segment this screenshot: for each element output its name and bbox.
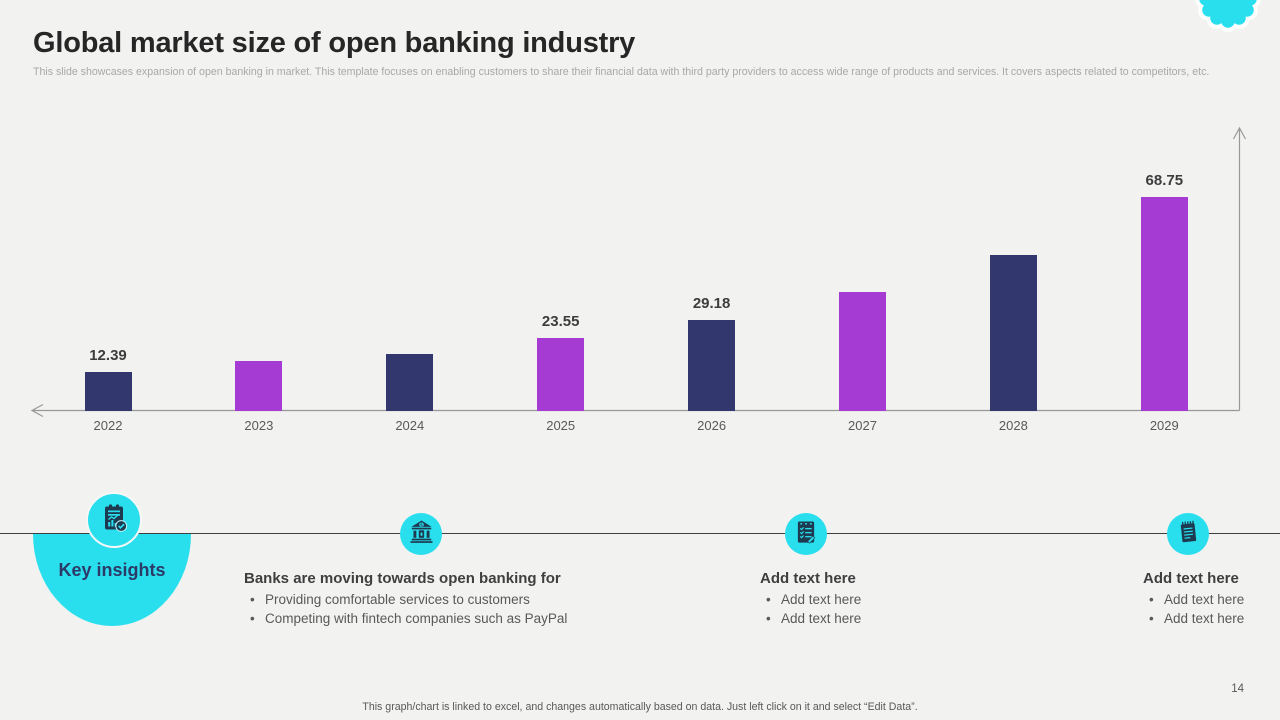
bullet-item: Providing comfortable services to custom… xyxy=(248,591,614,610)
insight-bullets: Providing comfortable services to custom… xyxy=(248,591,614,628)
bullet-item: Competing with fintech companies such as… xyxy=(248,610,614,629)
bar-value-label: 23.55 xyxy=(541,313,580,330)
axis-year-label: 2025 xyxy=(546,418,576,433)
seal-badge-icon xyxy=(1192,0,1264,35)
page-number: 14 xyxy=(1231,683,1244,695)
chart-bar-2029[interactable] xyxy=(1140,197,1188,411)
bar-value-label: 29.18 xyxy=(692,295,731,312)
placeholder-heading: Add text here xyxy=(1143,570,1239,587)
bullet-item: Add text here xyxy=(1147,610,1273,629)
key-insights-label: Key insights xyxy=(58,560,166,580)
chart-bar-2023[interactable] xyxy=(235,361,283,411)
notepad-icon xyxy=(1175,519,1201,550)
bar-value-label: 12.39 xyxy=(89,347,127,364)
chart-bar-2028[interactable] xyxy=(989,255,1037,411)
chart-bar-2027[interactable] xyxy=(839,292,886,411)
slide-description: This slide showcases expansion of open b… xyxy=(33,66,1210,78)
timeline-divider xyxy=(0,533,1280,534)
chart-bar-2025[interactable] xyxy=(537,338,585,411)
chart-bar-2022[interactable] xyxy=(84,372,132,411)
chart-bar-2024[interactable] xyxy=(386,354,434,411)
bullet-item: Add text here xyxy=(764,610,980,629)
chart-bar-2026[interactable] xyxy=(688,320,736,411)
bar-value-label: 68.75 xyxy=(1145,172,1184,189)
bullet-item: Add text here xyxy=(1147,591,1273,610)
checklist-icon xyxy=(793,519,819,550)
axis-year-label: 2023 xyxy=(244,418,274,433)
key-insights-icon-circle xyxy=(86,492,142,548)
bar-chart-report-icon xyxy=(98,502,130,539)
notepad-icon-circle xyxy=(1167,513,1209,555)
page-title: Global market size of open banking indus… xyxy=(33,27,636,59)
axis-year-label: 2027 xyxy=(848,418,877,433)
axis-year-label: 2028 xyxy=(998,418,1028,433)
checklist-icon-circle xyxy=(785,513,827,555)
axis-year-label: 2026 xyxy=(697,418,727,433)
bank-icon-circle: $ xyxy=(400,513,442,555)
insight-heading: Banks are moving towards open banking fo… xyxy=(244,570,561,587)
svg-text:$: $ xyxy=(420,522,423,527)
axis-year-label: 2029 xyxy=(1149,418,1179,433)
bank-icon: $ xyxy=(408,518,435,550)
insight-column-banks[interactable]: Banks are moving towards open banking fo… xyxy=(244,570,614,628)
axis-year-label: 2024 xyxy=(395,418,425,433)
placeholder-heading: Add text here xyxy=(760,570,856,587)
excel-link-note: This graph/chart is linked to excel, and… xyxy=(362,701,918,713)
bullet-item: Add text here xyxy=(764,591,980,610)
axis-year-label: 2022 xyxy=(93,418,123,433)
